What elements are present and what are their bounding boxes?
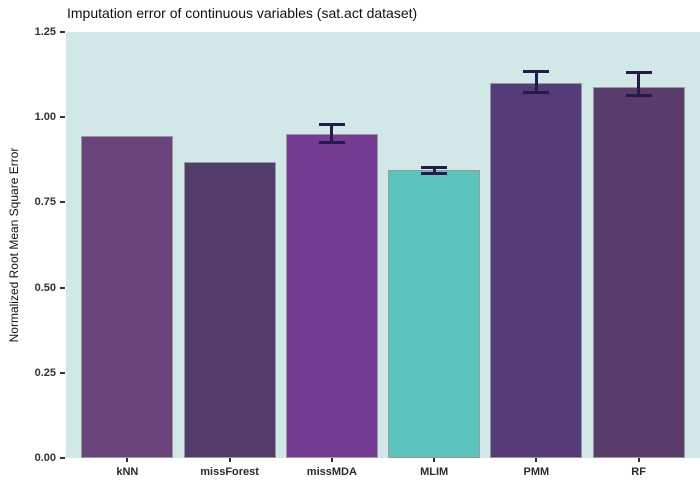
bar-MLIM — [388, 170, 481, 458]
error-bar-cap-bottom-missMDA — [318, 140, 345, 144]
chart-title: Imputation error of continuous variables… — [67, 5, 418, 21]
x-tick-kNN — [126, 458, 129, 462]
y-tick-0.50 — [60, 286, 65, 289]
error-bar-cap-top-RF — [625, 70, 652, 74]
x-tick-label-RF: RF — [631, 466, 646, 478]
error-bar-cap-bottom-RF — [625, 94, 652, 98]
error-bar-cap-top-MLIM — [421, 165, 448, 169]
error-bar-stem-RF — [637, 70, 641, 98]
y-tick-1.00 — [60, 116, 65, 119]
x-tick-missForest — [228, 458, 231, 462]
y-tick-label-0.50: 0.50 — [34, 281, 56, 294]
x-tick-MLIM — [433, 458, 436, 462]
y-tick-label-0.00: 0.00 — [34, 452, 56, 464]
error-bar-cap-top-missMDA — [318, 123, 345, 127]
y-tick-0.75 — [60, 201, 65, 204]
y-tick-label-0.25: 0.25 — [34, 366, 56, 379]
y-axis-title: Normalized Root Mean Square Error — [7, 147, 21, 343]
plot-panel — [66, 32, 700, 458]
y-tick-0.25 — [60, 371, 65, 374]
error-bar-cap-bottom-MLIM — [421, 171, 448, 175]
bar-missMDA — [285, 134, 378, 458]
y-tick-0.00 — [60, 457, 65, 459]
y-tick-label-1.00: 1.00 — [34, 111, 56, 124]
bar-PMM — [490, 83, 583, 458]
error-bar-cap-bottom-PMM — [523, 91, 550, 95]
bar-kNN — [81, 135, 174, 458]
x-tick-label-missForest: missForest — [200, 466, 259, 478]
bar-RF — [592, 87, 685, 458]
x-tick-label-missMDA: missMDA — [306, 466, 357, 478]
x-tick-label-MLIM: MLIM — [420, 466, 449, 478]
x-tick-label-kNN: kNN — [116, 466, 139, 478]
error-bar-stem-MLIM — [432, 165, 436, 175]
x-tick-label-PMM: PMM — [523, 466, 550, 478]
error-bar-stem-PMM — [534, 69, 538, 95]
x-tick-RF — [637, 458, 640, 462]
x-tick-missMDA — [330, 458, 333, 462]
bar-missForest — [183, 161, 276, 458]
error-bar-cap-top-PMM — [523, 69, 550, 73]
y-tick-label-1.25: 1.25 — [34, 26, 56, 38]
error-bar-stem-missMDA — [330, 123, 334, 144]
y-tick-1.25 — [60, 31, 65, 33]
y-tick-label-0.75: 0.75 — [34, 196, 56, 209]
x-tick-PMM — [535, 458, 538, 462]
